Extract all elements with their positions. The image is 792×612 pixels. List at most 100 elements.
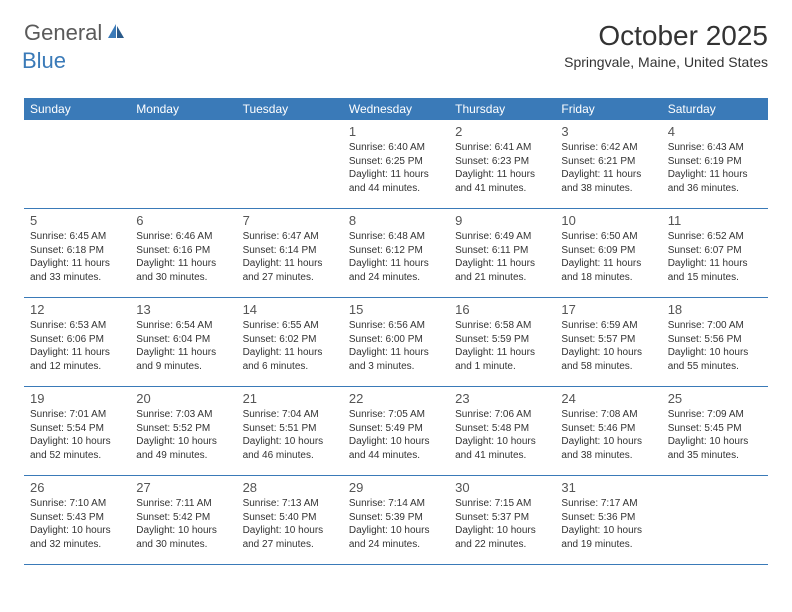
day-cell: 21 Sunrise: 7:04 AMSunset: 5:51 PMDayligh… — [237, 387, 343, 475]
day-info: Sunrise: 6:50 AMSunset: 6:09 PMDaylight:… — [561, 230, 655, 284]
week-row: 5 Sunrise: 6:45 AMSunset: 6:18 PMDaylight… — [24, 209, 768, 298]
day-cell: 7Sunrise: 6:47 AMSunset: 6:14 PMDaylight… — [237, 209, 343, 297]
day-info: Sunrise: 7:13 AMSunset: 5:40 PMDaylight:… — [243, 497, 337, 551]
day-number: 19 — [30, 391, 124, 406]
day-number: 27 — [136, 480, 230, 495]
day-info: Sunrise: 7:00 AMSunset: 5:56 PMDaylight:… — [668, 319, 762, 373]
day-cell: 2 Sunrise: 6:41 AMSunset: 6:23 PMDaylight… — [449, 120, 555, 208]
day-cell: 1 Sunrise: 6:40 AMSunset: 6:25 PMDaylight… — [343, 120, 449, 208]
day-number: 18 — [668, 302, 762, 317]
day-info: Sunrise: 7:08 AMSunset: 5:46 PMDaylight:… — [561, 408, 655, 462]
day-cell: 23 Sunrise: 7:06 AMSunset: 5:48 PMDayligh… — [449, 387, 555, 475]
day-number: 30 — [455, 480, 549, 495]
day-info: Sunrise: 7:15 AMSunset: 5:37 PMDaylight:… — [455, 497, 549, 551]
day-cell: 28 Sunrise: 7:13 AMSunset: 5:40 PMDayligh… — [237, 476, 343, 564]
day-number: 21 — [243, 391, 337, 406]
day-number: 23 — [455, 391, 549, 406]
day-info: Sunrise: 6:43 AMSunset: 6:19 PMDaylight:… — [668, 141, 762, 195]
day-number: 25 — [668, 391, 762, 406]
day-info: Sunrise: 7:05 AMSunset: 5:49 PMDaylight:… — [349, 408, 443, 462]
day-number: 14 — [243, 302, 337, 317]
day-info: Sunrise: 6:52 AMSunset: 6:07 PMDaylight:… — [668, 230, 762, 284]
day-cell: 31Sunrise: 7:17 AMSunset: 5:36 PMDayligh… — [555, 476, 661, 564]
day-info: Sunrise: 7:06 AMSunset: 5:48 PMDaylight:… — [455, 408, 549, 462]
day-header-friday: Friday — [555, 98, 661, 120]
day-cell: 9 Sunrise: 6:49 AMSunset: 6:11 PMDaylight… — [449, 209, 555, 297]
day-cell: 10Sunrise: 6:50 AMSunset: 6:09 PMDayligh… — [555, 209, 661, 297]
day-cell — [237, 120, 343, 208]
title-block: October 2025 Springvale, Maine, United S… — [564, 20, 768, 70]
day-number: 11 — [668, 213, 762, 228]
day-cell: 20 Sunrise: 7:03 AMSunset: 5:52 PMDayligh… — [130, 387, 236, 475]
day-number: 22 — [349, 391, 443, 406]
day-header-monday: Monday — [130, 98, 236, 120]
day-cell: 29Sunrise: 7:14 AMSunset: 5:39 PMDayligh… — [343, 476, 449, 564]
day-cell: 26 Sunrise: 7:10 AMSunset: 5:43 PMDayligh… — [24, 476, 130, 564]
day-cell: 19Sunrise: 7:01 AMSunset: 5:54 PMDayligh… — [24, 387, 130, 475]
day-cell: 8 Sunrise: 6:48 AMSunset: 6:12 PMDaylight… — [343, 209, 449, 297]
day-info: Sunrise: 6:55 AMSunset: 6:02 PMDaylight:… — [243, 319, 337, 373]
day-cell: 6 Sunrise: 6:46 AMSunset: 6:16 PMDaylight… — [130, 209, 236, 297]
header: General October 2025 Springvale, Maine, … — [24, 20, 768, 70]
calendar: Sunday Monday Tuesday Wednesday Thursday… — [24, 98, 768, 565]
day-info: Sunrise: 7:04 AMSunset: 5:51 PMDaylight:… — [243, 408, 337, 462]
day-info: Sunrise: 6:41 AMSunset: 6:23 PMDaylight:… — [455, 141, 549, 195]
location: Springvale, Maine, United States — [564, 54, 768, 70]
week-row: 12 Sunrise: 6:53 AMSunset: 6:06 PMDayligh… — [24, 298, 768, 387]
day-cell — [662, 476, 768, 564]
day-number: 20 — [136, 391, 230, 406]
day-number: 7 — [243, 213, 337, 228]
day-header-saturday: Saturday — [662, 98, 768, 120]
weeks-container: 1 Sunrise: 6:40 AMSunset: 6:25 PMDaylight… — [24, 120, 768, 565]
logo: General — [24, 20, 128, 46]
day-info: Sunrise: 6:42 AMSunset: 6:21 PMDaylight:… — [561, 141, 655, 195]
day-info: Sunrise: 6:49 AMSunset: 6:11 PMDaylight:… — [455, 230, 549, 284]
day-cell: 22 Sunrise: 7:05 AMSunset: 5:49 PMDayligh… — [343, 387, 449, 475]
day-number: 26 — [30, 480, 124, 495]
day-header-tuesday: Tuesday — [237, 98, 343, 120]
day-header-thursday: Thursday — [449, 98, 555, 120]
day-cell: 15 Sunrise: 6:56 AMSunset: 6:00 PMDayligh… — [343, 298, 449, 386]
day-info: Sunrise: 6:59 AMSunset: 5:57 PMDaylight:… — [561, 319, 655, 373]
day-number: 2 — [455, 124, 549, 139]
week-row: 19Sunrise: 7:01 AMSunset: 5:54 PMDayligh… — [24, 387, 768, 476]
day-header-wednesday: Wednesday — [343, 98, 449, 120]
day-number: 28 — [243, 480, 337, 495]
day-info: Sunrise: 7:10 AMSunset: 5:43 PMDaylight:… — [30, 497, 124, 551]
day-info: Sunrise: 7:03 AMSunset: 5:52 PMDaylight:… — [136, 408, 230, 462]
day-info: Sunrise: 6:58 AMSunset: 5:59 PMDaylight:… — [455, 319, 549, 373]
day-info: Sunrise: 6:46 AMSunset: 6:16 PMDaylight:… — [136, 230, 230, 284]
day-header-sunday: Sunday — [24, 98, 130, 120]
day-number: 5 — [30, 213, 124, 228]
month-year: October 2025 — [564, 20, 768, 52]
day-info: Sunrise: 6:56 AMSunset: 6:00 PMDaylight:… — [349, 319, 443, 373]
day-info: Sunrise: 7:09 AMSunset: 5:45 PMDaylight:… — [668, 408, 762, 462]
day-number: 16 — [455, 302, 549, 317]
day-cell — [24, 120, 130, 208]
day-cell — [130, 120, 236, 208]
day-cell: 27 Sunrise: 7:11 AMSunset: 5:42 PMDayligh… — [130, 476, 236, 564]
week-row: 26 Sunrise: 7:10 AMSunset: 5:43 PMDayligh… — [24, 476, 768, 565]
day-info: Sunrise: 7:11 AMSunset: 5:42 PMDaylight:… — [136, 497, 230, 551]
logo-text-blue: Blue — [22, 48, 66, 73]
day-cell: 14 Sunrise: 6:55 AMSunset: 6:02 PMDayligh… — [237, 298, 343, 386]
day-cell: 4 Sunrise: 6:43 AMSunset: 6:19 PMDaylight… — [662, 120, 768, 208]
day-cell: 5 Sunrise: 6:45 AMSunset: 6:18 PMDaylight… — [24, 209, 130, 297]
day-number: 4 — [668, 124, 762, 139]
day-cell: 24Sunrise: 7:08 AMSunset: 5:46 PMDayligh… — [555, 387, 661, 475]
day-cell: 3 Sunrise: 6:42 AMSunset: 6:21 PMDaylight… — [555, 120, 661, 208]
day-number: 1 — [349, 124, 443, 139]
day-info: Sunrise: 6:54 AMSunset: 6:04 PMDaylight:… — [136, 319, 230, 373]
day-info: Sunrise: 6:40 AMSunset: 6:25 PMDaylight:… — [349, 141, 443, 195]
day-number: 15 — [349, 302, 443, 317]
day-number: 8 — [349, 213, 443, 228]
day-header-row: Sunday Monday Tuesday Wednesday Thursday… — [24, 98, 768, 120]
day-info: Sunrise: 6:48 AMSunset: 6:12 PMDaylight:… — [349, 230, 443, 284]
logo-text-general: General — [24, 20, 102, 46]
day-number: 3 — [561, 124, 655, 139]
day-number: 12 — [30, 302, 124, 317]
day-number: 9 — [455, 213, 549, 228]
day-number: 6 — [136, 213, 230, 228]
day-info: Sunrise: 6:53 AMSunset: 6:06 PMDaylight:… — [30, 319, 124, 373]
day-info: Sunrise: 6:45 AMSunset: 6:18 PMDaylight:… — [30, 230, 124, 284]
